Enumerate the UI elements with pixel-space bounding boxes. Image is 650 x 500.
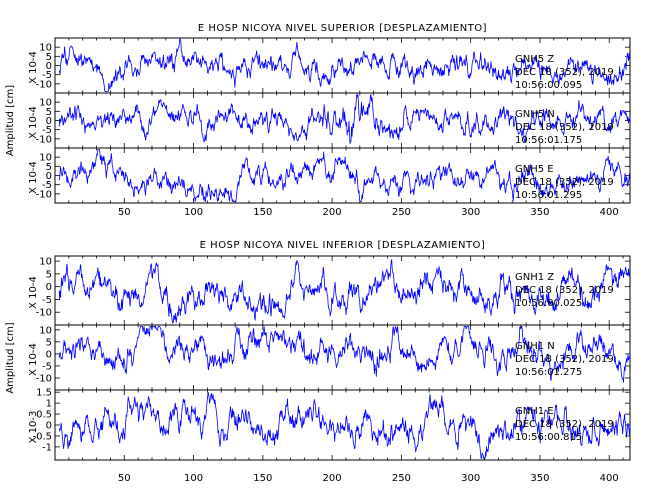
y-tick-label: 0.5	[36, 410, 52, 421]
time-label: 10:56:01.175	[515, 135, 582, 146]
scale-label: X 10-4	[28, 51, 39, 84]
x-tick-label: 250	[392, 473, 411, 484]
scale-label: X 10-4	[28, 106, 39, 139]
scale-label: X 10-4	[28, 161, 39, 194]
date-label: DEC 18 (352), 2019	[515, 419, 614, 430]
y-tick-label: 0	[46, 282, 52, 293]
y-tick-label: -5	[42, 180, 52, 191]
time-label: 10:56:00.815	[515, 432, 582, 443]
station-label: GNH5 N	[515, 109, 555, 120]
y-tick-label: 0	[46, 171, 52, 182]
y-tick-label: 1.5	[36, 388, 52, 399]
x-tick-label: 100	[184, 207, 203, 218]
x-tick-label: 100	[184, 473, 203, 484]
y-tick-label: -10	[36, 134, 52, 145]
y-tick-label: 5	[46, 52, 52, 63]
y-tick-label: 5	[46, 337, 52, 348]
y-tick-label: 1	[46, 399, 52, 410]
station-label: GNH5 E	[515, 164, 554, 175]
x-tick-label: 150	[253, 207, 272, 218]
date-label: DEC 18 (352), 2019	[515, 67, 614, 78]
x-tick-label: 400	[600, 473, 619, 484]
station-label: GNH5 Z	[515, 54, 554, 65]
waveform-GNH1-Z	[58, 259, 631, 325]
y-tick-label: -10	[36, 189, 52, 200]
date-label: DEC 18 (352), 2019	[515, 285, 614, 296]
x-tick-label: 300	[461, 207, 480, 218]
x-tick-label: 350	[530, 207, 549, 218]
x-tick-label: 300	[461, 473, 480, 484]
y-axis-label-0: Amplitud [cm]	[5, 85, 16, 156]
waveform-GNH1-E	[58, 391, 631, 460]
y-axis-label-1: Amplitud [cm]	[5, 322, 16, 393]
x-tick-label: 200	[323, 207, 342, 218]
y-tick-label: 10	[39, 325, 52, 336]
y-tick-label: 5	[46, 269, 52, 280]
y-tick-label: 0	[46, 116, 52, 127]
chart-title-0: E HOSP NICOYA NIVEL SUPERIOR [DESPLAZAMI…	[198, 23, 487, 34]
y-tick-label: 10	[39, 43, 52, 54]
time-label: 10:56:00.095	[515, 80, 582, 91]
y-tick-label: -0.5	[32, 431, 52, 442]
y-tick-label: -10	[36, 79, 52, 90]
station-label: GNH1 Z	[515, 272, 554, 283]
y-tick-label: 10	[39, 98, 52, 109]
y-tick-label: 10	[39, 153, 52, 164]
date-label: DEC 18 (352), 2019	[515, 177, 614, 188]
y-tick-label: -5	[42, 125, 52, 136]
y-tick-label: 10	[39, 257, 52, 268]
waveform-GNH1-N	[58, 325, 631, 383]
y-tick-label: -5	[42, 361, 52, 372]
y-tick-label: 0	[46, 61, 52, 72]
x-tick-label: 350	[530, 473, 549, 484]
waveform-GNH5-E	[58, 149, 631, 202]
y-tick-label: -1	[42, 442, 52, 453]
time-label: 10:56:00.025	[515, 298, 582, 309]
x-tick-label: 50	[118, 473, 131, 484]
waveform-GNH5-N	[58, 93, 631, 144]
station-label: GNH1 E	[515, 406, 554, 417]
x-tick-label: 400	[600, 207, 619, 218]
time-label: 10:56:01.295	[515, 190, 582, 201]
y-tick-label: 5	[46, 107, 52, 118]
scale-label: X 10-4	[28, 276, 39, 309]
waveform-GNH5-Z	[58, 38, 631, 92]
station-label: GNH1 N	[515, 341, 555, 352]
scale-label: X 10-3	[28, 411, 39, 444]
y-tick-label: -5	[42, 70, 52, 81]
y-tick-label: 0	[46, 349, 52, 360]
x-tick-label: 250	[392, 207, 411, 218]
x-tick-label: 200	[323, 473, 342, 484]
x-tick-label: 150	[253, 473, 272, 484]
date-label: DEC 18 (352), 2019	[515, 354, 614, 365]
x-tick-label: 50	[118, 207, 131, 218]
date-label: DEC 18 (352), 2019	[515, 122, 614, 133]
y-tick-label: -5	[42, 295, 52, 306]
y-tick-label: -10	[36, 308, 52, 319]
y-tick-label: 0	[46, 421, 52, 432]
chart-title-1: E HOSP NICOYA NIVEL INFERIOR [DESPLAZAMI…	[200, 240, 486, 251]
y-tick-label: -10	[36, 373, 52, 384]
y-tick-label: 5	[46, 162, 52, 173]
time-label: 10:56:01.275	[515, 367, 582, 378]
scale-label: X 10-4	[28, 343, 39, 376]
